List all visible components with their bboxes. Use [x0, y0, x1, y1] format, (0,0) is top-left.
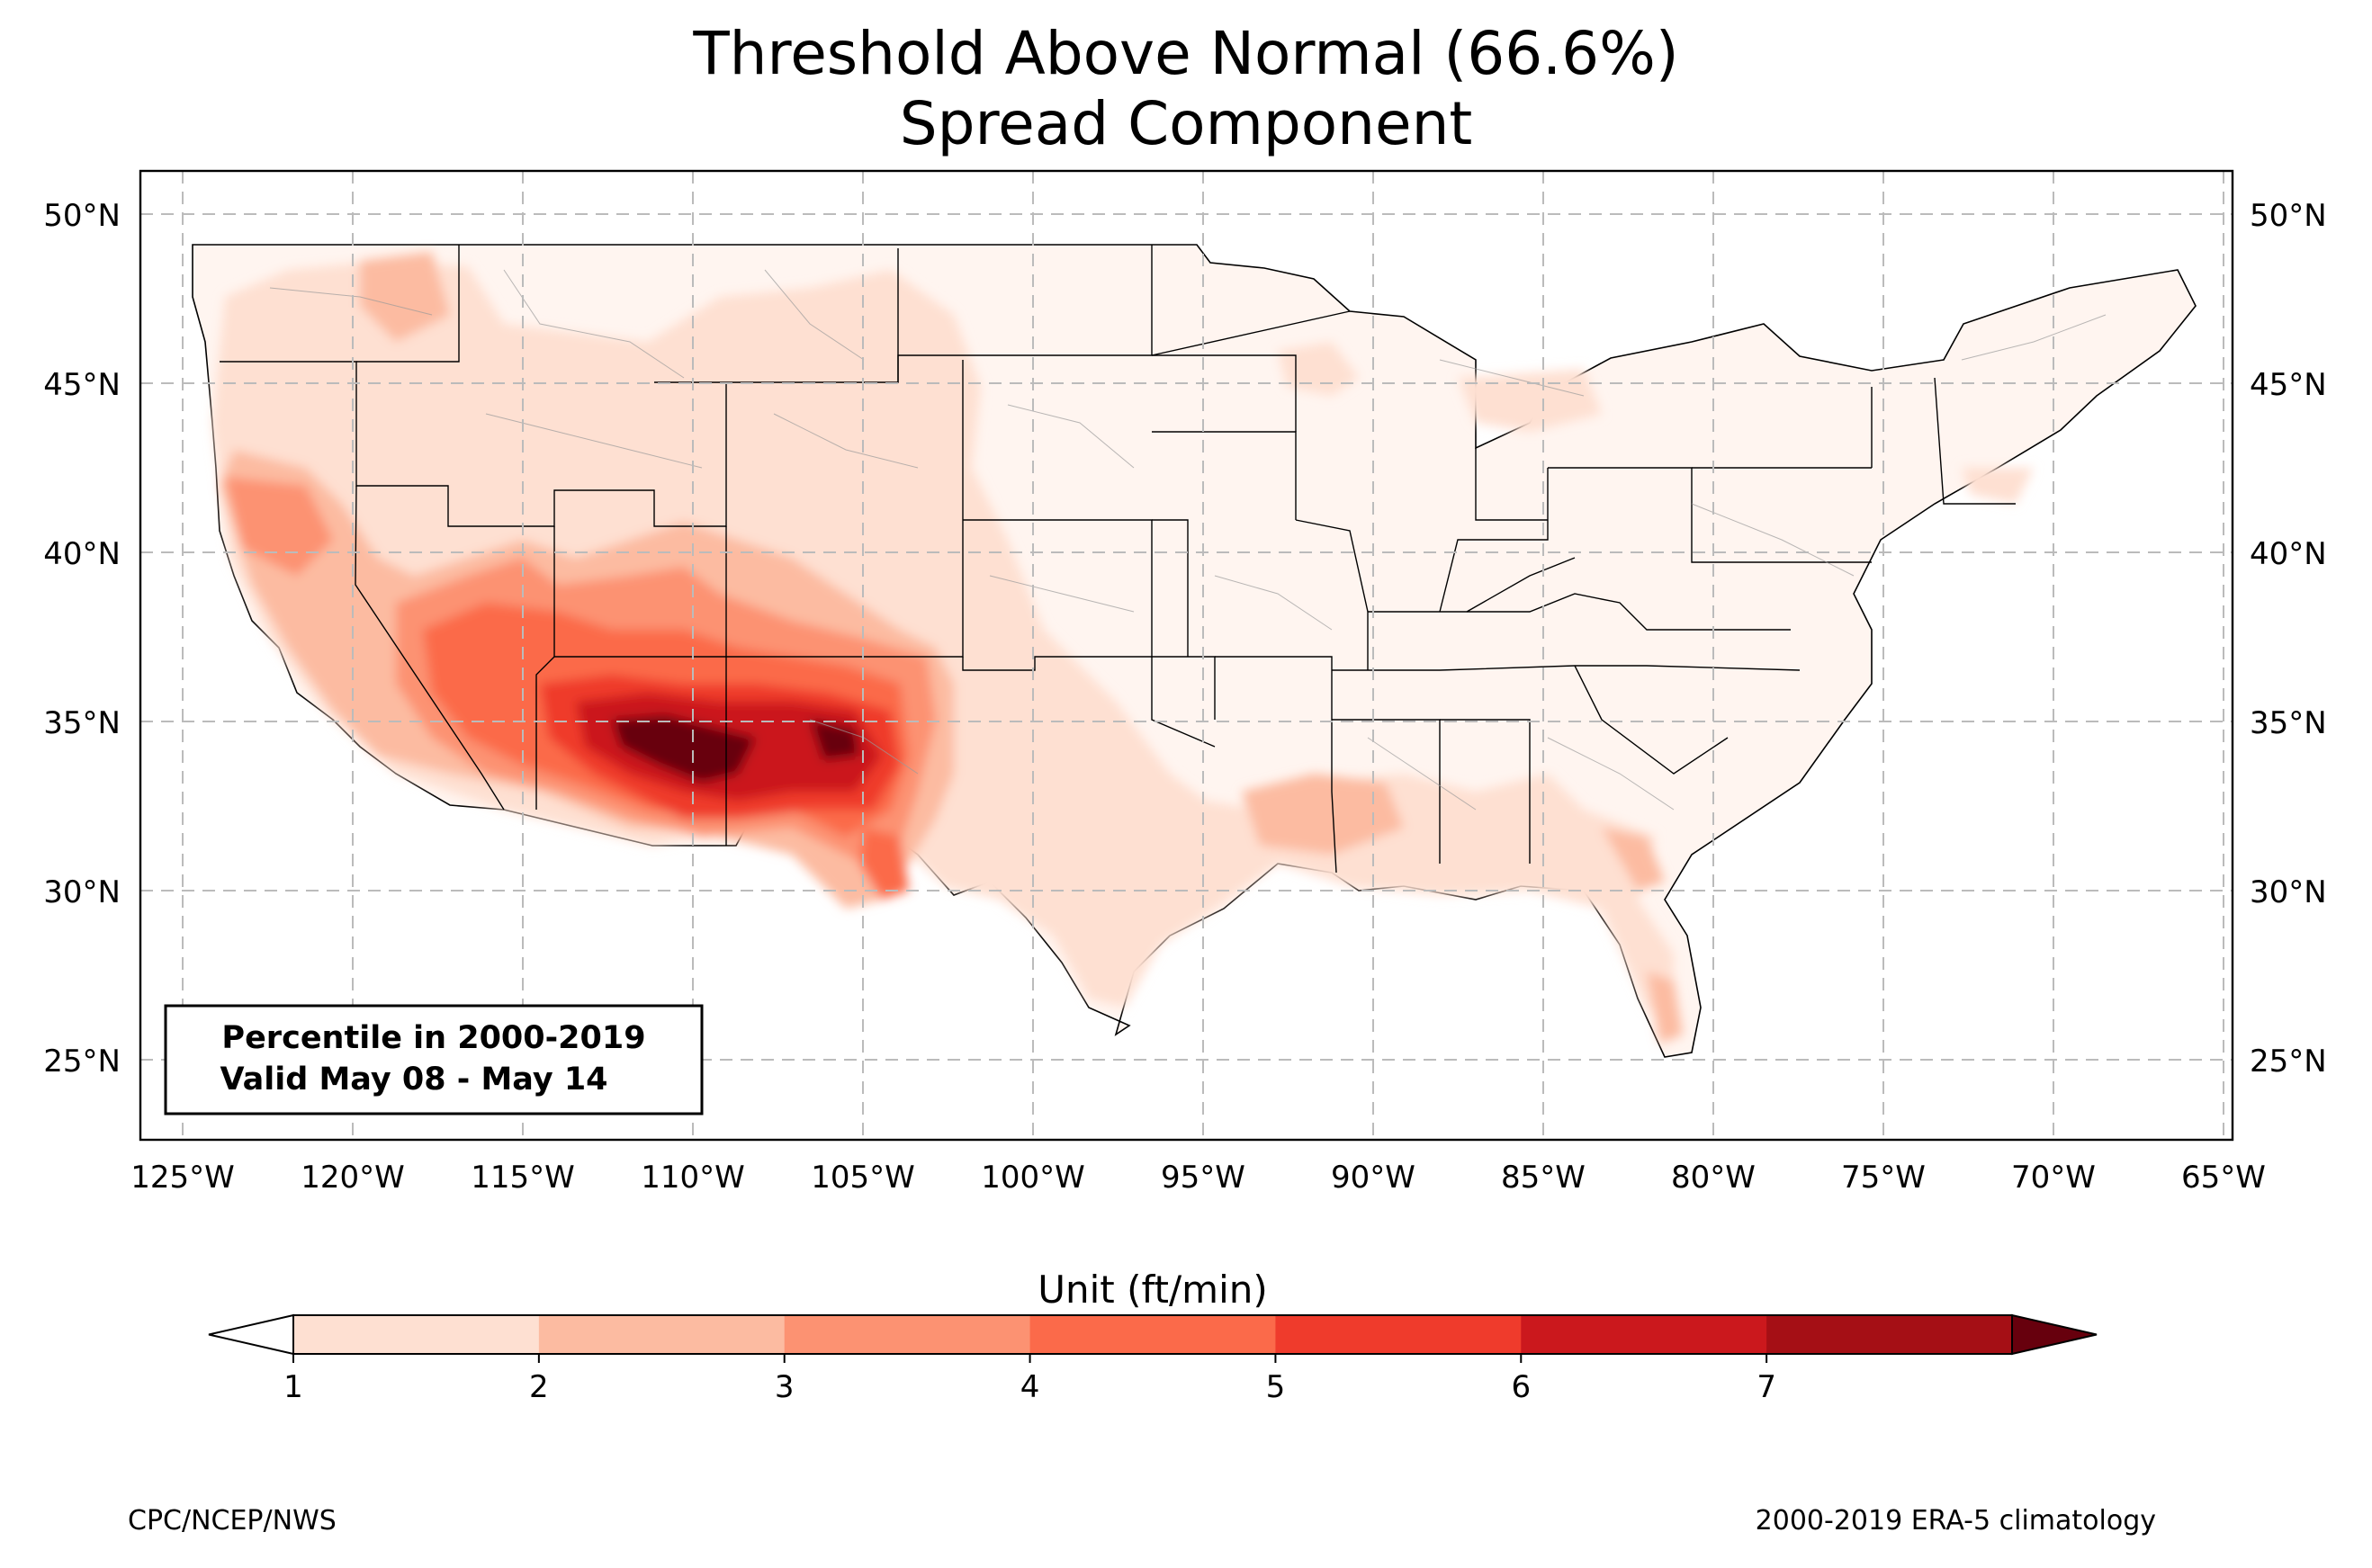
lat-tick-label: 50°N	[43, 198, 121, 234]
chart-title-line1: Threshold Above Normal (66.6%)	[693, 19, 1679, 88]
lat-axis-right: 25°N 30°N 35°N 40°N 45°N 50°N	[2250, 198, 2327, 1080]
colorbar-label: Unit (ft/min)	[1038, 1268, 1268, 1312]
colorbar-segment	[1766, 1315, 2013, 1354]
lon-tick-label: 100°W	[981, 1160, 1085, 1196]
colorbar-tick-label: 4	[1020, 1369, 1040, 1405]
colorbar-segment	[1275, 1315, 1522, 1354]
contour-level-2d	[1602, 828, 1665, 891]
lat-tick-label: 35°N	[2250, 705, 2327, 741]
footer-left: CPC/NCEP/NWS	[128, 1505, 337, 1537]
lat-tick-label: 25°N	[43, 1044, 121, 1080]
contour-level-1c	[1458, 369, 1602, 432]
info-box	[164, 1004, 704, 1116]
colorbar-ticks: 1 2 3 4 5 6 7	[283, 1354, 1776, 1405]
contour-level-7b	[810, 720, 859, 760]
lat-tick-label: 45°N	[43, 367, 121, 403]
contour-level-3b	[225, 477, 333, 576]
colorbar-tick-label: 7	[1757, 1369, 1776, 1405]
lat-tick-label: 40°N	[2250, 536, 2327, 572]
lon-tick-label: 120°W	[301, 1160, 405, 1196]
colorbar	[208, 1313, 2098, 1356]
contour-level-2e	[1647, 972, 1683, 1044]
colorbar-segment	[1029, 1315, 1276, 1354]
lat-tick-label: 25°N	[2250, 1044, 2327, 1080]
state-boundaries	[220, 245, 2016, 874]
map-area	[140, 171, 2233, 1140]
lon-tick-label: 80°W	[1671, 1160, 1756, 1196]
lat-tick-label: 35°N	[43, 705, 121, 741]
lon-tick-label: 110°W	[641, 1160, 745, 1196]
info-box-line2: Valid May 08 - May 14	[220, 1062, 607, 1098]
lon-tick-label: 75°W	[1841, 1160, 1926, 1196]
colorbar-tick-label: 5	[1266, 1369, 1286, 1405]
colorbar-tick-label: 1	[283, 1369, 303, 1405]
contour-level-7	[612, 715, 756, 783]
footer-right: 2000-2019 ERA-5 climatology	[1755, 1505, 2156, 1537]
lat-tick-label: 30°N	[2250, 874, 2327, 910]
colorbar-segment	[538, 1315, 786, 1354]
contour-level-1d	[1962, 468, 2034, 504]
lon-tick-label: 85°W	[1501, 1160, 1586, 1196]
contour-level-1b	[1278, 342, 1359, 396]
lat-tick-label: 40°N	[43, 536, 121, 572]
chart-title-line2: Spread Component	[899, 89, 1473, 158]
gridlines	[140, 171, 2233, 1140]
colorbar-tick-label: 6	[1511, 1369, 1531, 1405]
lat-tick-label: 45°N	[2250, 367, 2327, 403]
contour-fill	[212, 252, 2034, 1044]
county-lines	[269, 269, 2107, 811]
lon-tick-label: 95°W	[1161, 1160, 1245, 1196]
lon-tick-label: 115°W	[471, 1160, 575, 1196]
lon-tick-label: 65°W	[2181, 1160, 2266, 1196]
lat-axis-left: 25°N 30°N 35°N 40°N 45°N 50°N	[43, 198, 121, 1080]
contour-level-2b	[360, 252, 450, 342]
colorbar-segment	[1521, 1315, 1767, 1354]
contour-level-2c	[1242, 774, 1404, 855]
lon-tick-label: 90°W	[1331, 1160, 1415, 1196]
colorbar-segment	[293, 1315, 540, 1354]
colorbar-outline	[292, 1314, 2013, 1355]
lat-tick-label: 50°N	[2250, 198, 2327, 234]
map-frame	[139, 169, 2234, 1142]
colorbar-tick-label: 2	[529, 1369, 549, 1405]
colorbar-extend-under	[208, 1313, 294, 1356]
info-box-line1: Percentile in 2000-2019	[221, 1020, 645, 1056]
colorbar-tick-label: 3	[775, 1369, 795, 1405]
lon-axis: 125°W 120°W 115°W 110°W 105°W 100°W 95°W 90°W 85…	[130, 1160, 2266, 1196]
lon-tick-label: 105°W	[811, 1160, 915, 1196]
colorbar-extend-over	[2011, 1313, 2098, 1356]
lon-tick-label: 125°W	[130, 1160, 235, 1196]
colorbar-segment	[784, 1315, 1031, 1354]
contour-level-4b	[859, 828, 909, 900]
lat-tick-label: 30°N	[43, 874, 121, 910]
lon-tick-label: 70°W	[2011, 1160, 2096, 1196]
